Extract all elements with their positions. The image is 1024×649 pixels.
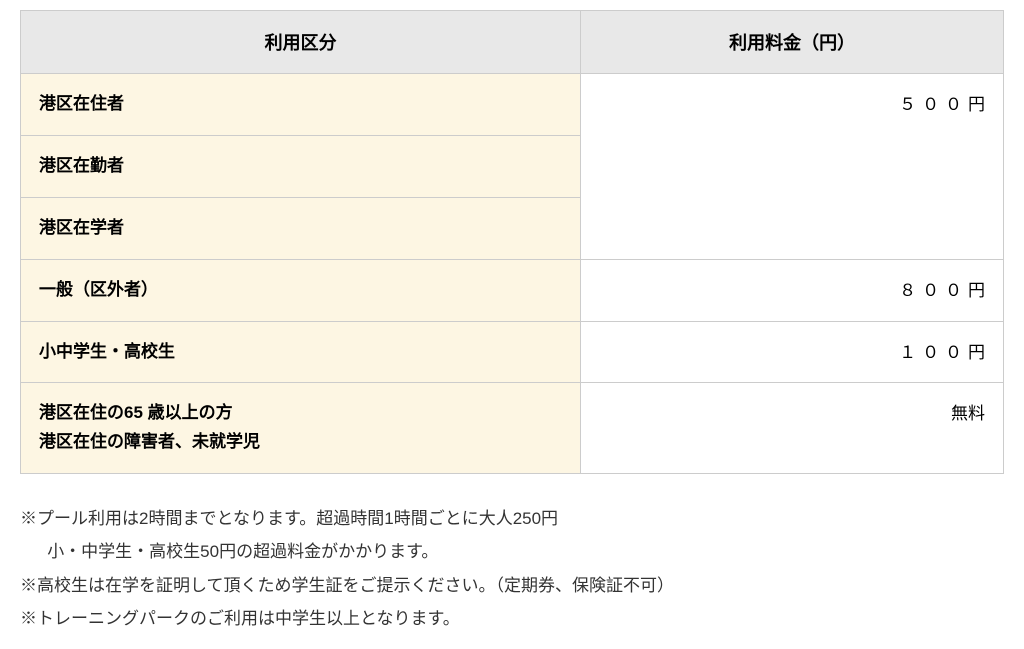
fee-table: 利用区分 利用料金（円） 港区在住者 ５００円 港区在勤者 港区在学者 一般（区…: [20, 10, 1004, 474]
category-school: 小中学生・高校生: [21, 321, 581, 383]
fee-resident-group: ５００円: [581, 74, 1004, 260]
fee-general: ８００円: [581, 259, 1004, 321]
table-row: 港区在住者 ５００円: [21, 74, 1004, 136]
category-resident: 港区在住者: [21, 74, 581, 136]
category-student: 港区在学者: [21, 197, 581, 259]
table-row: 一般（区外者） ８００円: [21, 259, 1004, 321]
header-category: 利用区分: [21, 11, 581, 74]
note-line-3: ※高校生は在学を証明して頂くため学生証をご提示ください。（定期券、保険証不可）: [20, 569, 1004, 602]
fee-senior: 無料: [581, 383, 1004, 474]
header-fee: 利用料金（円）: [581, 11, 1004, 74]
notes-section: ※プール利用は2時間までとなります。超過時間1時間ごとに大人250円 小・中学生…: [20, 502, 1004, 635]
category-worker: 港区在勤者: [21, 135, 581, 197]
table-header-row: 利用区分 利用料金（円）: [21, 11, 1004, 74]
category-general: 一般（区外者）: [21, 259, 581, 321]
fee-school: １００円: [581, 321, 1004, 383]
note-line-2: 小・中学生・高校生50円の超過料金がかかります。: [20, 535, 1004, 568]
note-line-1: ※プール利用は2時間までとなります。超過時間1時間ごとに大人250円: [20, 502, 1004, 535]
table-row: 小中学生・高校生 １００円: [21, 321, 1004, 383]
category-senior: 港区在住の65 歳以上の方 港区在住の障害者、未就学児: [21, 383, 581, 474]
table-row: 港区在住の65 歳以上の方 港区在住の障害者、未就学児 無料: [21, 383, 1004, 474]
note-line-4: ※トレーニングパークのご利用は中学生以上となります。: [20, 602, 1004, 635]
